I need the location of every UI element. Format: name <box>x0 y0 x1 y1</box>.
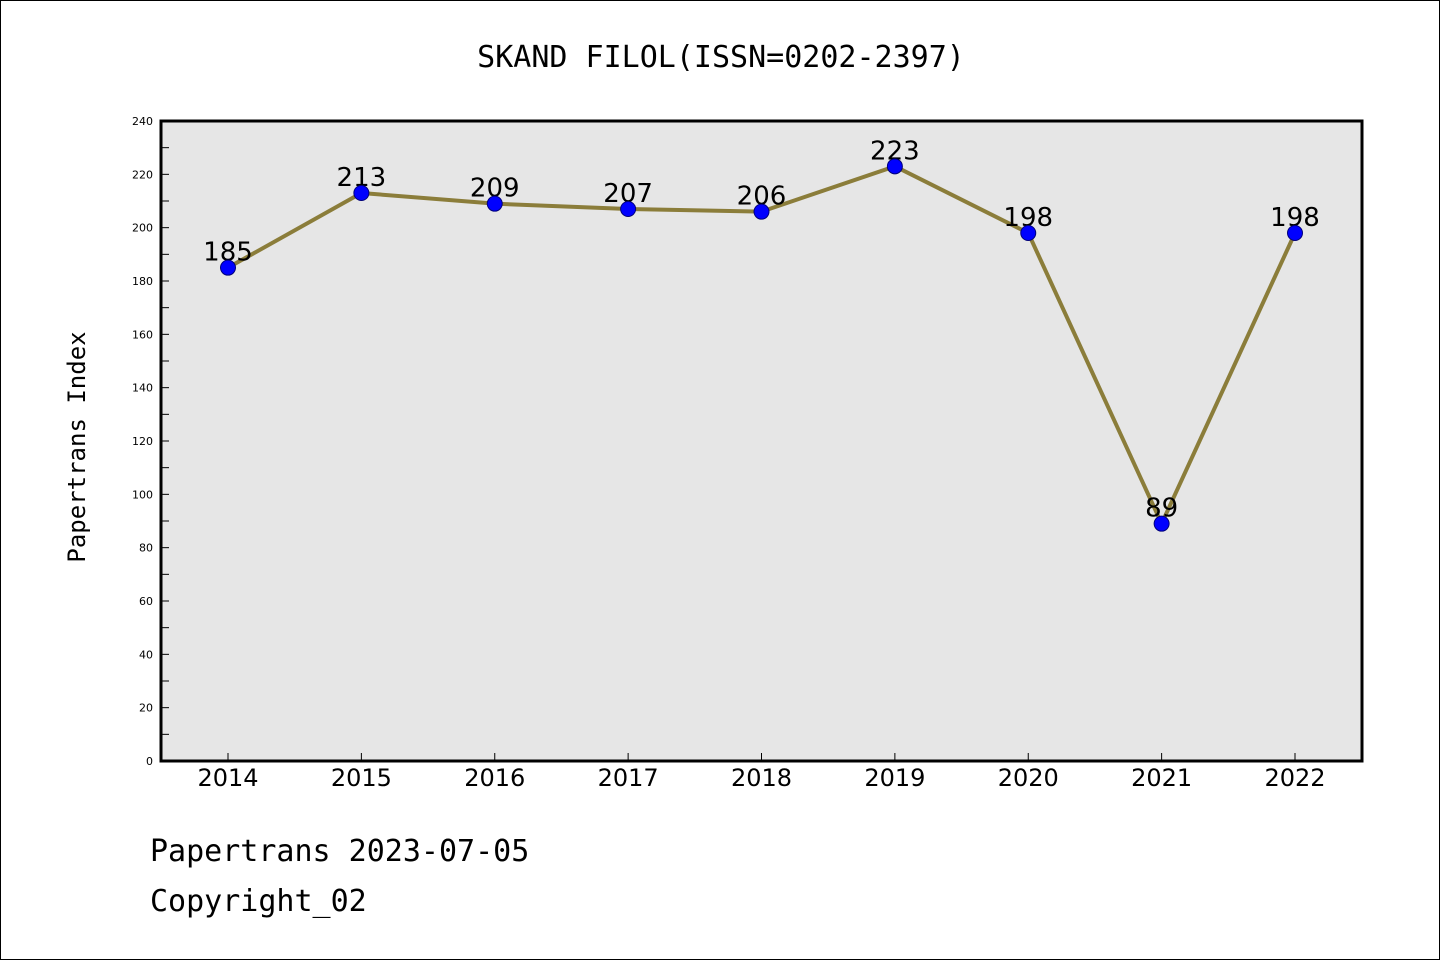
data-point <box>353 185 370 201</box>
plot-area <box>159 119 1364 763</box>
y-tick-label: 100 <box>132 488 153 501</box>
x-tick-label: 2014 <box>197 764 258 792</box>
data-point <box>220 259 236 276</box>
data-point <box>486 195 503 212</box>
data-point <box>1153 515 1170 532</box>
y-tick-label: 80 <box>139 542 153 555</box>
x-tick-label: 2017 <box>598 764 659 792</box>
y-tick-label: 120 <box>132 435 153 448</box>
y-tick-label: 180 <box>132 275 153 288</box>
data-point <box>620 201 637 217</box>
data-point <box>753 203 770 220</box>
x-tick-label: 2015 <box>331 764 392 792</box>
y-tick-label: 140 <box>132 382 153 395</box>
x-tick-label: 2018 <box>731 764 792 792</box>
data-point <box>1287 225 1303 241</box>
y-tick-label: 20 <box>139 702 153 715</box>
y-tick-label: 220 <box>132 168 153 181</box>
y-tick-label: 40 <box>139 648 153 661</box>
y-tick-label: 60 <box>139 595 153 608</box>
y-tick-label: 200 <box>132 222 153 235</box>
footer-copyright: Copyright_02 <box>150 884 367 919</box>
data-point <box>886 158 903 175</box>
x-tick-label: 2020 <box>998 764 1059 792</box>
y-tick-label: 240 <box>132 115 153 128</box>
y-tick-label: 0 <box>146 755 153 768</box>
y-axis-label: Papertrans Index <box>63 331 91 562</box>
x-axis-ticks: 2014 2015 2016 2017 2018 2019 2020 2021 2022 <box>197 753 1326 792</box>
x-tick-label: 2019 <box>864 764 925 792</box>
x-tick-label: 2022 <box>1264 764 1325 792</box>
x-tick-label: 2021 <box>1131 764 1192 792</box>
chart-title: SKAND FILOL(ISSN=0202-2397) <box>477 40 965 75</box>
data-point <box>1020 225 1037 241</box>
y-tick-label: 160 <box>132 328 153 341</box>
y-axis-ticks: 0 20 40 60 80 100 120 140 160 180 200 220 240 <box>132 115 169 768</box>
footer-date: Papertrans 2023-07-05 <box>150 834 530 869</box>
x-tick-label: 2016 <box>464 764 525 792</box>
